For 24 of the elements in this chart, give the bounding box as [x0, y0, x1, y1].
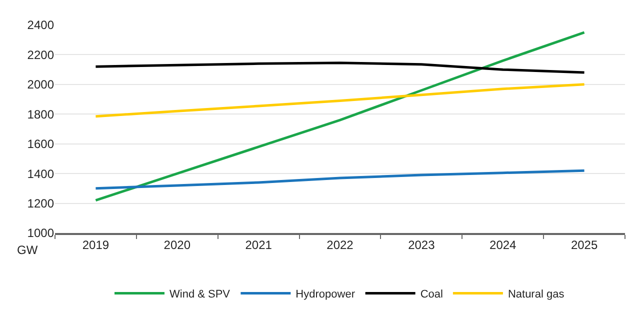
x-tick-label: 2021: [245, 238, 272, 252]
x-tick-label: 2022: [326, 238, 354, 252]
legend-label: Natural gas: [508, 288, 565, 301]
y-tick-label: 1800: [27, 107, 54, 122]
x-tick-label: 2019: [82, 238, 110, 252]
legend-label: Coal: [420, 288, 443, 301]
y-tick-label: 2400: [27, 18, 54, 32]
line-series: [94, 83, 586, 118]
y-tick-label: 2200: [27, 48, 54, 62]
y-tick-label: 2000: [27, 78, 54, 92]
line-series: [94, 31, 586, 202]
legend-label: Wind & SPV: [170, 288, 231, 301]
x-tick-label: 2023: [408, 238, 436, 252]
y-tick-label: 1400: [27, 166, 54, 181]
line-series: [94, 169, 586, 190]
legend-label: Hydropower: [296, 288, 356, 301]
y-axis-title: GW: [17, 243, 38, 257]
y-tick-label: 1200: [27, 196, 54, 210]
y-tick-label: 1000: [27, 226, 54, 240]
line-series: [94, 62, 586, 74]
x-tick-label: 2020: [164, 238, 191, 252]
x-tick-label: 2024: [490, 238, 517, 252]
x-tick-label: 2025: [570, 238, 598, 252]
y-tick-label: 1600: [27, 137, 54, 152]
